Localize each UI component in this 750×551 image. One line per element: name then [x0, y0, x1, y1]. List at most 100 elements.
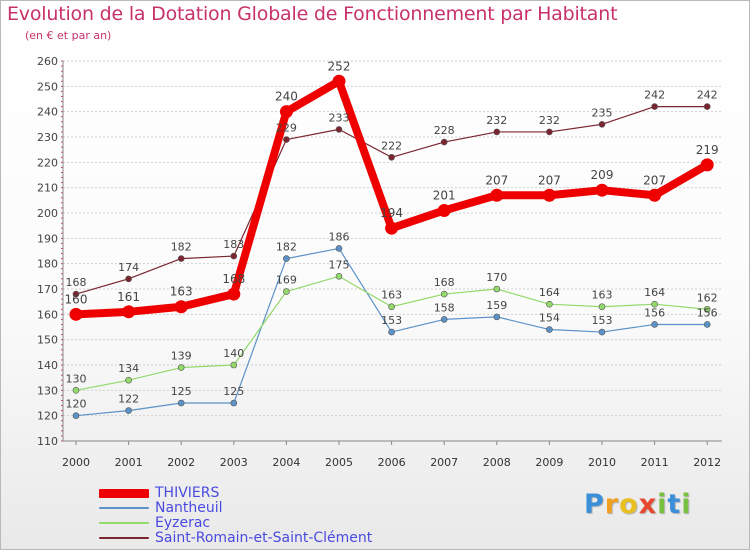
y-tick-label: 250 [37, 80, 58, 93]
data-label: 174 [118, 261, 139, 274]
data-label: 235 [592, 106, 613, 119]
y-tick-label: 150 [37, 334, 58, 347]
legend-label: Saint-Romain-et-Saint-Clément [155, 530, 373, 546]
data-point [283, 136, 290, 143]
data-label: 156 [697, 306, 718, 319]
data-label: 120 [66, 398, 87, 411]
x-tick-label: 2001 [115, 456, 143, 469]
y-tick-label: 110 [37, 435, 58, 448]
data-point [177, 399, 185, 407]
y-tick-label: 130 [37, 384, 58, 397]
data-label: 160 [65, 292, 88, 306]
legend-label: Nantheuil [155, 500, 223, 516]
data-point [703, 103, 711, 110]
data-point [651, 103, 658, 110]
data-point [335, 126, 343, 133]
data-point [72, 387, 80, 394]
data-point [546, 128, 553, 136]
data-label: 159 [486, 299, 507, 312]
data-label: 207 [643, 173, 666, 187]
data-label: 242 [697, 89, 718, 102]
chart-subtitle: (en € et par an) [25, 29, 112, 42]
x-tick-label: 2008 [483, 456, 511, 469]
data-point [598, 328, 606, 336]
data-point [490, 188, 504, 202]
data-label: 222 [381, 139, 402, 152]
legend-label: THIVIERS [155, 485, 220, 501]
data-label: 168 [222, 272, 245, 286]
data-label: 139 [171, 350, 192, 363]
y-tick-label: 180 [37, 258, 58, 271]
data-point [440, 290, 448, 298]
legend-label: Eyzerac [155, 515, 211, 531]
data-label: 125 [223, 385, 244, 398]
data-label: 207 [538, 173, 561, 187]
data-label: 232 [486, 114, 507, 127]
data-point [122, 305, 136, 319]
data-point [440, 316, 448, 323]
data-label: 168 [66, 276, 87, 289]
x-tick-label: 2010 [588, 456, 616, 469]
data-label: 164 [644, 286, 665, 299]
series-line [72, 77, 712, 319]
data-label: 130 [66, 372, 87, 385]
data-label: 182 [276, 241, 297, 254]
data-label: 232 [539, 114, 560, 127]
y-tick-label: 140 [37, 359, 58, 372]
y-tick-label: 210 [37, 182, 58, 195]
data-point [125, 407, 132, 414]
data-label: 125 [171, 385, 192, 398]
data-label: 201 [433, 188, 456, 202]
data-point [648, 188, 662, 202]
y-tick-label: 120 [37, 410, 58, 423]
series-line [75, 105, 708, 295]
data-point [227, 287, 241, 301]
data-label: 158 [434, 301, 455, 314]
legend-swatch [99, 488, 149, 498]
legend-item: THIVIERS [99, 485, 399, 501]
y-tick-label: 200 [37, 207, 58, 220]
data-point [493, 313, 501, 321]
data-point [177, 364, 185, 371]
data-point [546, 326, 553, 333]
data-label: 229 [276, 122, 297, 135]
data-point [335, 273, 343, 280]
legend-item: Nantheuil [99, 500, 399, 516]
data-label: 186 [329, 230, 350, 243]
y-tick-label: 220 [37, 156, 58, 169]
x-tick-label: 2004 [272, 456, 300, 469]
data-label: 175 [329, 258, 350, 271]
logo-letter: t [667, 489, 682, 520]
data-point [332, 74, 346, 88]
data-point [595, 183, 609, 197]
x-tick-label: 2006 [378, 456, 406, 469]
data-point [440, 138, 448, 146]
data-point [72, 412, 80, 419]
data-label: 207 [485, 173, 508, 187]
data-point [703, 305, 711, 313]
logo-letter: x [638, 489, 658, 520]
data-point [437, 203, 451, 217]
data-point [283, 288, 290, 295]
data-label: 153 [381, 314, 402, 327]
data-label: 140 [223, 347, 244, 360]
x-tick-label: 2005 [325, 456, 353, 469]
data-point [388, 328, 395, 336]
data-label: 252 [328, 59, 351, 73]
proxiti-logo: Proxiti [584, 489, 692, 520]
y-tick-label: 240 [37, 106, 58, 119]
data-point [651, 321, 658, 328]
data-label: 240 [275, 90, 298, 104]
x-tick-label: 2009 [535, 456, 563, 469]
data-label: 169 [276, 274, 297, 287]
chart-title: Evolution de la Dotation Globale de Fonc… [7, 3, 618, 25]
data-label: 228 [434, 124, 455, 137]
data-point [125, 376, 132, 384]
data-label: 233 [329, 111, 350, 124]
logo-letter: o [619, 489, 639, 520]
data-label: 219 [696, 143, 719, 157]
data-label: 162 [697, 291, 718, 304]
data-label: 170 [486, 271, 507, 284]
data-point [335, 245, 343, 252]
